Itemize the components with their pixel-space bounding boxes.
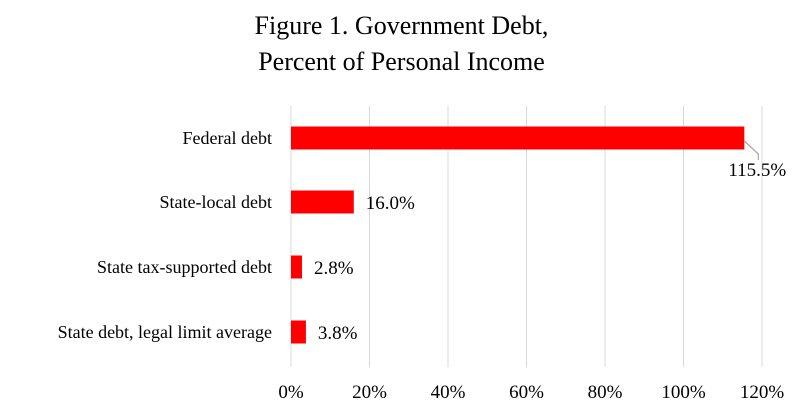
- chart-title-line-1: Figure 1. Government Debt,: [254, 11, 549, 40]
- data-label: 16.0%: [366, 193, 415, 214]
- x-tick-label: 20%: [352, 382, 387, 403]
- x-tick-label: 100%: [661, 382, 706, 403]
- bar: [291, 255, 302, 279]
- chart-title: Figure 1. Government Debt, Percent of Pe…: [0, 8, 803, 80]
- chart-title-line-2: Percent of Personal Income: [258, 47, 545, 76]
- category-label: State tax-supported debt: [97, 257, 272, 277]
- category-label: State-local debt: [160, 192, 272, 212]
- x-tick-label: 0%: [278, 382, 304, 403]
- category-label: State debt, legal limit average: [58, 322, 272, 342]
- x-tick-label: 80%: [588, 382, 623, 403]
- data-label: 3.8%: [318, 323, 358, 344]
- x-tick-label: 120%: [740, 382, 785, 403]
- x-tick-label: 40%: [431, 382, 466, 403]
- bar: [291, 320, 306, 344]
- data-label: 115.5%: [728, 160, 786, 181]
- category-label: Federal debt: [183, 128, 272, 148]
- bar: [291, 190, 354, 214]
- data-label: 2.8%: [314, 258, 354, 279]
- bar: [291, 126, 745, 150]
- x-tick-label: 60%: [509, 382, 544, 403]
- leader-line: [743, 140, 759, 160]
